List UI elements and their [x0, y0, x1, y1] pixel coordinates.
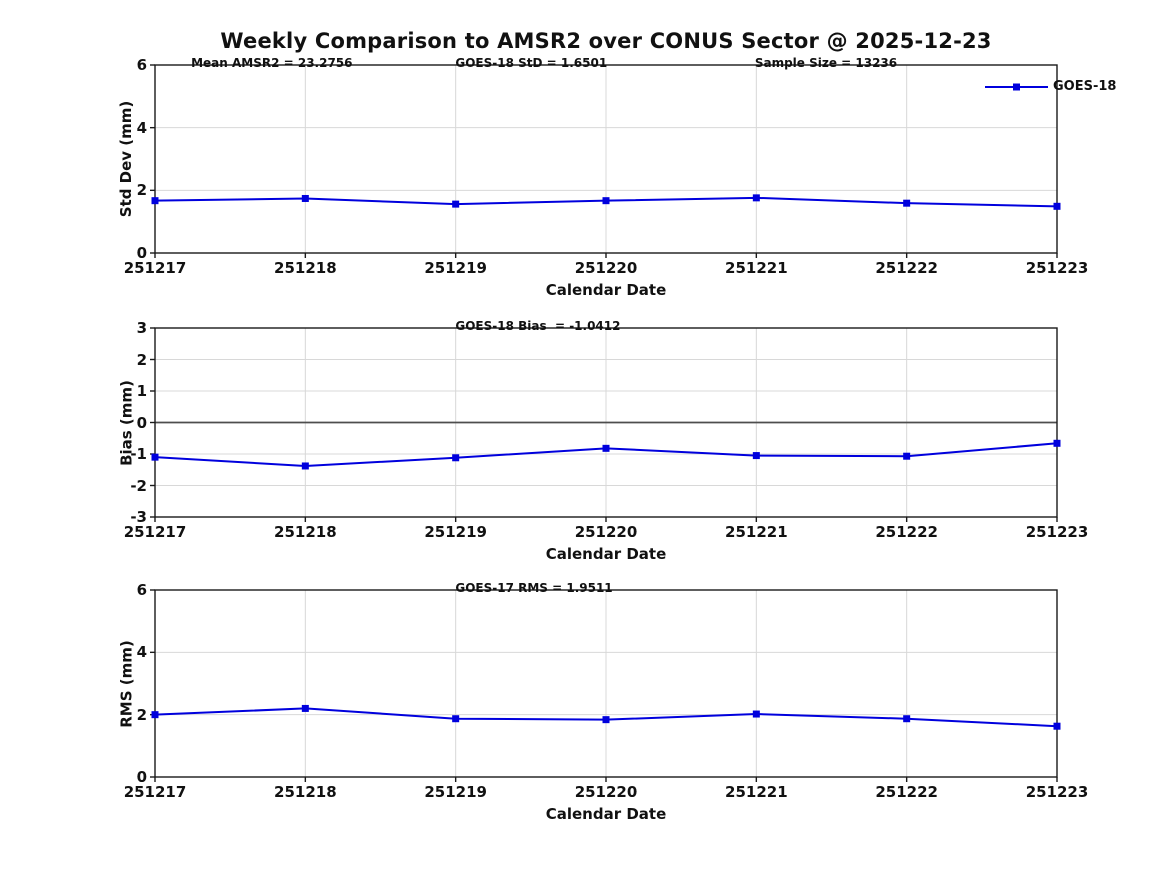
data-point-marker	[452, 454, 460, 462]
data-point-marker	[452, 715, 460, 723]
y-axis-label: RMS (mm)	[117, 639, 135, 728]
data-point-marker	[903, 452, 911, 460]
y-tick-label: 0	[136, 768, 147, 786]
x-tick-label: 251219	[424, 523, 487, 541]
y-tick-label: 0	[136, 413, 147, 432]
x-tick-label: 251217	[123, 783, 187, 801]
data-point-marker	[1053, 202, 1061, 210]
y-axis-label: Bias (mm)	[117, 379, 135, 466]
x-tick-label: 251220	[574, 523, 638, 541]
panel-annotation: GOES-18 StD = 1.6501	[455, 56, 608, 70]
data-point-marker	[752, 710, 760, 718]
data-point-marker	[752, 452, 760, 460]
data-line-goes-18	[154, 442, 1058, 467]
data-point-marker	[301, 704, 309, 712]
y-tick-label: -3	[130, 508, 147, 526]
legend-label: GOES-18	[1053, 79, 1117, 94]
data-line-goes-18	[154, 196, 1058, 208]
data-point-marker	[602, 716, 610, 724]
figure-title: Weekly Comparison to AMSR2 over CONUS Se…	[220, 29, 992, 53]
x-tick-label: 251221	[725, 259, 788, 277]
y-tick-label: -1	[130, 445, 147, 463]
x-axis-label: Calendar Date	[545, 545, 667, 563]
x-tick-label: 251217	[123, 523, 187, 541]
y-tick-label: 3	[136, 319, 147, 337]
x-tick-label: 251222	[875, 783, 938, 801]
y-tick-label: 6	[136, 581, 147, 599]
x-tick-label: 251223	[1025, 523, 1089, 541]
y-tick-label: 0	[136, 244, 147, 262]
panel-annotation: Mean AMSR2 = 23.2756	[191, 56, 353, 70]
y-tick-label: 2	[136, 350, 147, 369]
y-tick-label: 4	[136, 643, 147, 662]
y-tick-label: 6	[136, 56, 147, 74]
data-point-marker	[1053, 439, 1061, 447]
data-point-marker	[452, 200, 460, 208]
data-point-marker	[752, 194, 760, 202]
x-tick-label: 251218	[274, 783, 337, 801]
y-tick-label: 4	[136, 118, 147, 137]
legend-marker-icon	[1013, 83, 1020, 91]
panel-annotation: Sample Size = 13236	[754, 56, 898, 70]
panel-annotation: GOES-17 RMS = 1.9511	[455, 581, 613, 595]
x-axis-label: Calendar Date	[545, 805, 667, 823]
x-axis-label: Calendar Date	[545, 281, 667, 299]
x-tick-label: 251223	[1025, 783, 1089, 801]
data-point-marker	[903, 715, 911, 723]
data-point-marker	[151, 453, 159, 461]
data-point-marker	[903, 199, 911, 207]
y-tick-label: 2	[136, 181, 147, 200]
x-tick-label: 251221	[725, 523, 788, 541]
data-point-marker	[602, 444, 610, 452]
x-tick-label: 251221	[725, 783, 788, 801]
data-point-marker	[151, 711, 159, 719]
data-point-marker	[151, 197, 159, 205]
panel-annotation: GOES-18 Bias = -1.0412	[455, 319, 621, 333]
x-tick-label: 251222	[875, 523, 938, 541]
data-point-marker	[602, 197, 610, 205]
data-point-marker	[301, 462, 309, 470]
x-tick-label: 251220	[574, 783, 638, 801]
axes-box	[154, 327, 1058, 518]
x-tick-label: 251223	[1025, 259, 1089, 277]
x-tick-label: 251219	[424, 783, 487, 801]
axes-box	[154, 589, 1058, 778]
x-tick-label: 251220	[574, 259, 638, 277]
data-point-marker	[1053, 722, 1061, 730]
y-tick-label: 2	[136, 705, 147, 724]
x-tick-label: 251218	[274, 259, 337, 277]
x-tick-label: 251218	[274, 523, 337, 541]
axes-box	[154, 64, 1058, 254]
x-tick-label: 251217	[123, 259, 187, 277]
y-axis-label: Std Dev (mm)	[117, 100, 135, 218]
data-line-goes-18	[154, 707, 1058, 728]
x-tick-label: 251219	[424, 259, 487, 277]
y-tick-label: -2	[130, 476, 147, 495]
x-tick-label: 251222	[875, 259, 938, 277]
y-tick-label: 1	[136, 382, 147, 400]
data-point-marker	[301, 194, 309, 202]
